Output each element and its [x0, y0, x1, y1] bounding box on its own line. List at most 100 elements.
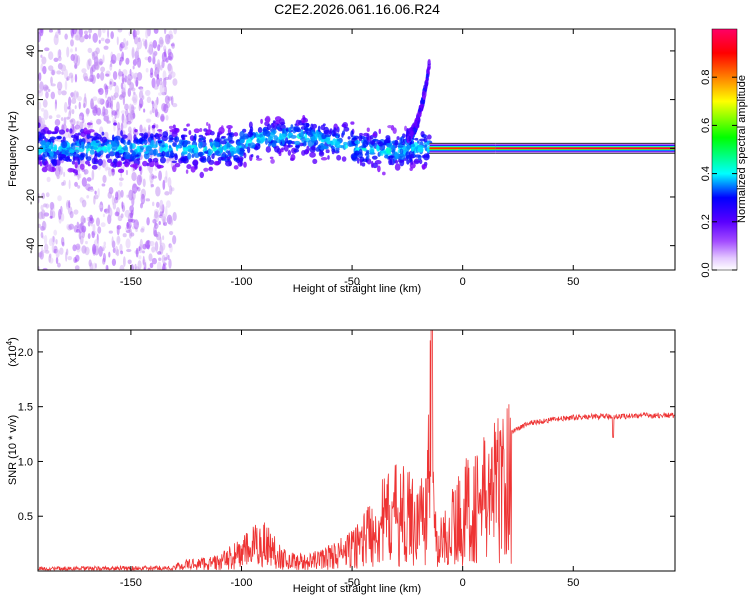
snr-y-axis: 0.5 1.0 1.5 2.0: [18, 347, 675, 523]
noise-blob: [81, 245, 87, 254]
noise-blob: [172, 102, 178, 108]
noise-blob: [114, 85, 120, 96]
noise-blob: [140, 228, 145, 233]
band-blob: [257, 126, 263, 134]
noise-blob: [85, 240, 88, 245]
band-blob: [377, 165, 381, 173]
noise-blob: [147, 49, 150, 53]
band-blob: [208, 159, 215, 165]
noise-blob: [48, 65, 54, 71]
band-blob: [168, 125, 174, 129]
band-blob: [122, 146, 129, 151]
band-blob: [313, 142, 317, 147]
band-blob: [155, 133, 163, 138]
noise-blob: [169, 244, 173, 253]
colorbar-tick-label: 0.4: [700, 166, 712, 181]
band-blob: [214, 150, 220, 154]
band-blob: [341, 156, 347, 162]
band-blob: [359, 158, 363, 167]
noise-blob: [57, 262, 61, 268]
noise-blob: [166, 158, 170, 164]
branch-blob: [422, 95, 426, 100]
noise-blob: [132, 65, 135, 70]
band-blob: [387, 124, 393, 129]
band-blob: [143, 132, 149, 139]
noise-blob: [154, 166, 158, 171]
band-blob: [233, 132, 239, 137]
noise-blob: [116, 225, 120, 236]
band-blob: [271, 142, 277, 148]
noise-blob: [152, 201, 155, 207]
band-blob: [53, 146, 57, 152]
noise-blob: [70, 91, 76, 99]
noise-blob: [109, 81, 112, 85]
noise-blob: [96, 72, 100, 80]
noise-blob: [45, 192, 50, 198]
band-blob: [399, 148, 404, 155]
band-blob: [70, 143, 74, 147]
band-blob: [199, 137, 205, 141]
noise-blob: [103, 132, 107, 138]
band-blob: [350, 121, 355, 125]
snr-series-line: [38, 330, 675, 571]
noise-blob: [129, 205, 134, 213]
y-tick-label: -40: [25, 238, 37, 254]
noise-blob: [51, 69, 55, 76]
noise-blob: [96, 107, 102, 116]
colorbar-tick-label: 0.6: [700, 118, 712, 133]
band-blob: [144, 151, 149, 155]
branch-blob: [422, 90, 426, 96]
band-blob: [295, 145, 300, 148]
branch-blob: [418, 107, 422, 113]
noise-blob: [55, 239, 58, 245]
band-blob: [423, 153, 430, 161]
noise-blob: [42, 65, 47, 75]
noise-blob: [74, 258, 78, 263]
band-blob: [337, 138, 341, 142]
band-blob: [200, 157, 207, 163]
noise-blob: [38, 72, 42, 82]
band-blob: [295, 119, 301, 127]
band-blob: [315, 129, 319, 137]
band-blob: [397, 145, 404, 148]
band-blob: [354, 140, 361, 145]
band-blob: [50, 142, 54, 150]
band-blob: [270, 158, 275, 164]
noise-blob: [39, 29, 44, 37]
noise-blob: [157, 44, 161, 52]
band-blob: [424, 144, 428, 151]
noise-blob: [69, 210, 74, 219]
noise-blob: [160, 113, 165, 123]
noise-blob: [137, 260, 142, 270]
noise-blob: [42, 267, 48, 270]
noise-blob: [151, 175, 158, 179]
noise-blob: [162, 216, 167, 224]
band-blob: [189, 135, 195, 141]
band-blob: [303, 122, 310, 128]
band-blob: [335, 135, 339, 139]
band-blob: [290, 124, 294, 129]
noise-blob: [152, 50, 156, 59]
band-blob: [124, 152, 131, 160]
band-blob: [162, 146, 169, 153]
band-blob: [181, 157, 186, 162]
band-blob: [239, 131, 245, 138]
noise-blob: [99, 71, 105, 81]
branch-blob: [414, 127, 418, 133]
band-blob: [272, 120, 276, 124]
noise-blob: [106, 114, 110, 124]
noise-blob: [141, 193, 145, 200]
noise-blob: [83, 169, 89, 175]
noise-blob: [133, 219, 139, 230]
noise-blob: [70, 39, 74, 47]
band-blob: [259, 138, 266, 142]
band-blob: [243, 161, 247, 168]
noise-blob: [77, 173, 80, 180]
branch-blob: [408, 135, 412, 142]
noise-blob: [167, 254, 170, 261]
noise-blob: [63, 171, 66, 177]
band-blob: [174, 128, 180, 133]
band-blob: [226, 132, 233, 136]
band-blob: [61, 141, 68, 149]
noise-blob: [68, 72, 74, 79]
